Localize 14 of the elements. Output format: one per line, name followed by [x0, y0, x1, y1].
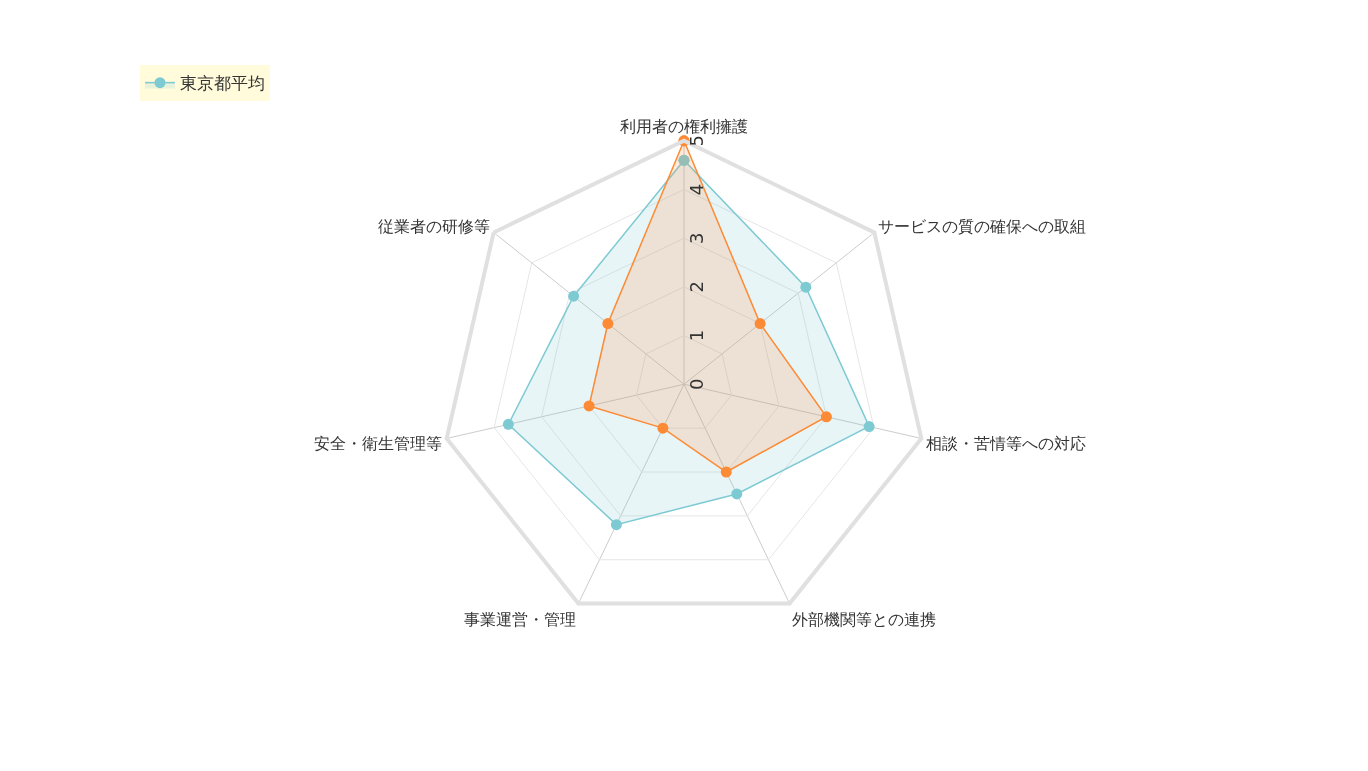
y-tick-label: 1	[685, 329, 707, 342]
spoke-label: 利用者の権利擁護	[620, 117, 748, 137]
y-tick-label: 0	[685, 378, 707, 390]
y-tick-label: 5	[685, 135, 707, 147]
spoke-label: 安全・衛生管理等	[313, 433, 442, 453]
y-tick-label: 2	[685, 281, 707, 293]
spoke-label: 相談・苦情等への対応	[926, 433, 1087, 453]
spoke-label: 従業者の研修等	[377, 216, 490, 236]
spoke-label: サービスの質の確保への取組	[878, 216, 1087, 236]
spoke-label: 事業運営・管理	[464, 610, 577, 630]
spoke-label: 外部機関等との連携	[791, 610, 936, 630]
y-tick-label: 3	[685, 232, 707, 244]
legend-label: 東京都平均	[180, 73, 265, 94]
y-tick-label: 4	[685, 183, 707, 196]
